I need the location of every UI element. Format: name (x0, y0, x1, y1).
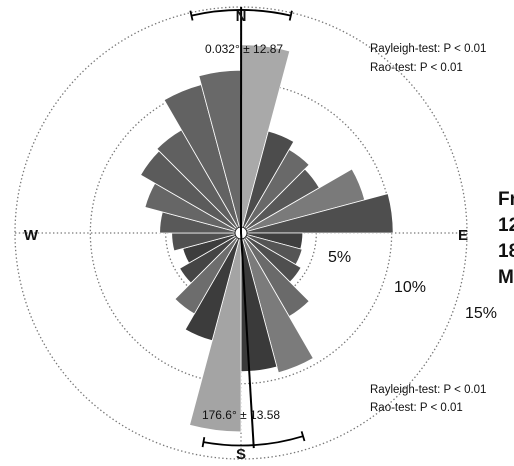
confidence-arc-2 (203, 435, 304, 447)
mean-direction-line-2 (240, 232, 255, 449)
rose-bar-16 (179, 232, 242, 284)
rose-bar-14 (184, 232, 242, 342)
rose-bar-15 (174, 232, 242, 315)
south-rao-test: Rao-test: P < 0.01 (370, 402, 463, 414)
rose-bar-6 (240, 193, 394, 234)
bars-layer (139, 44, 394, 433)
south-rayleigh-test: Rayleigh-test: P < 0.01 (370, 384, 486, 396)
rose-bar-3 (240, 148, 310, 234)
north-mean-label: 0.032° ± 12.87 (205, 42, 283, 56)
compass-south-label: S (236, 446, 246, 463)
north-rao-test: Rao-test: P < 0.01 (370, 62, 463, 74)
compass-east-label: E (458, 227, 468, 244)
compass-north-label: N (236, 8, 247, 25)
north-rayleigh-test: Rayleigh-test: P < 0.01 (370, 43, 486, 55)
confidence-arc-2-cap-1 (300, 431, 306, 442)
radial-tick-15-label: 15% (465, 305, 497, 322)
radial-tick-10-label: 10% (394, 279, 426, 296)
confidence-arc-1-cap-2 (288, 10, 293, 21)
confidence-arc-1 (191, 9, 291, 17)
confidence-arc-2-cap-2 (201, 437, 206, 448)
side-text-line-4: M (498, 267, 514, 288)
side-text-line-3: 18 (498, 241, 514, 262)
radial-tick-5-label: 5% (328, 249, 351, 266)
confidence-arc-1-cap-1 (189, 10, 194, 21)
rose-bar-13 (189, 232, 242, 433)
rose-bar-2 (240, 130, 295, 234)
rose-bar-11 (240, 232, 314, 374)
side-text-line-2: 12 (498, 215, 514, 236)
mean-direction-layer (189, 6, 306, 449)
side-text-line-1: Fr (498, 189, 514, 210)
compass-west-label: W (24, 227, 39, 244)
south-mean-label: 176.6° ± 13.58 (202, 408, 280, 422)
